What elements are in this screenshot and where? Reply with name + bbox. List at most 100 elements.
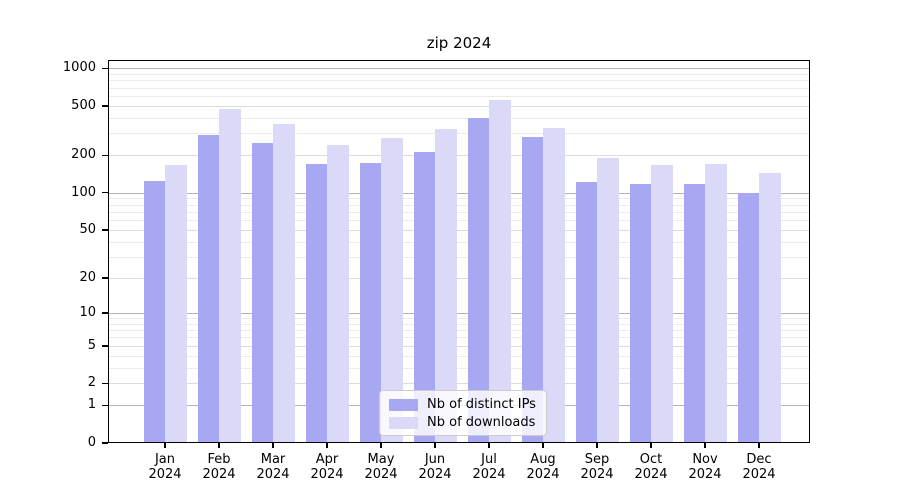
y-gridline-30 [108,256,810,258]
x-tick-label-Feb: Feb 2024 [192,452,246,482]
y-gridline-8 [108,323,810,325]
bar-downloads-Aug [543,127,565,443]
bar-downloads-Oct [651,165,673,443]
y-tick-label-20: 20 [79,269,96,285]
y-gridline-7 [108,330,810,332]
bar-ips-Feb [197,135,219,443]
plot-area [108,60,810,443]
bar-ips-Nov [683,183,705,443]
x-tick-Apr [326,443,328,448]
x-tick-year-Jun: 2024 [418,467,452,482]
x-tick-year-Nov: 2024 [688,467,722,482]
y-tick-200 [102,154,108,157]
y-tick-label-500: 500 [71,97,96,113]
y-gridline-2 [108,383,810,385]
x-tick-May [380,443,382,448]
x-tick-year-Oct: 2024 [634,467,668,482]
legend-item-distinct-ips: Nb of distinct IPs [389,396,538,414]
y-gridline-600 [108,95,810,97]
legend-swatch-downloads [389,417,418,429]
x-tick-year-Apr: 2024 [310,467,344,482]
bar-downloads-Nov [705,163,727,443]
y-tick-label-200: 200 [71,147,96,163]
x-tick-year-Feb: 2024 [202,467,236,482]
y-tick-50 [102,229,108,231]
y-tick-100 [102,191,108,194]
bar-downloads-Sep [597,158,619,443]
x-tick-Jun [434,443,436,448]
x-tick-year-Jan: 2024 [148,467,182,482]
x-tick-label-Mar: Mar 2024 [246,452,300,482]
x-tick-Nov [704,443,706,448]
y-gridline-100 [108,192,810,194]
legend-item-downloads: Nb of downloads [389,414,538,432]
bar-ips-Jun [413,152,435,443]
y-tick-5 [102,345,108,347]
x-tick-year-Aug: 2024 [526,467,560,482]
x-tick-label-Jul: Jul 2024 [462,452,516,482]
y-gridline-1000 [108,68,810,70]
y-tick-label-50: 50 [79,221,96,237]
y-gridline-900 [108,74,810,75]
x-tick-label-Aug: Aug 2024 [516,452,570,482]
legend-label-downloads: Nb of downloads [427,415,536,430]
x-tick-label-Jun: Jun 2024 [408,452,462,482]
x-tick-label-May: May 2024 [354,452,408,482]
y-gridline-20 [108,277,810,279]
y-gridline-80 [108,204,810,206]
x-tick-label-Sep: Sep 2024 [570,452,624,482]
bar-downloads-Jul [489,100,511,443]
bar-ips-Aug [521,136,543,443]
y-tick-label-10: 10 [79,304,96,320]
y-gridline-60 [108,220,810,222]
y-tick-2 [102,382,108,385]
y-tick-10 [102,312,108,314]
x-tick-Feb [218,443,220,448]
y-tick-label-100: 100 [71,184,96,200]
bar-downloads-May [381,137,403,443]
x-tick-year-Sep: 2024 [580,467,614,482]
bar-downloads-Jan [165,164,187,443]
chart-title: zip 2024 [426,34,492,52]
x-tick-label-Nov: Nov 2024 [678,452,732,482]
x-tick-year-Dec: 2024 [742,467,776,482]
y-gridline-90 [108,198,810,200]
y-tick-1000 [102,67,108,70]
y-tick-1 [102,404,108,407]
x-tick-label-Oct: Oct 2024 [624,452,678,482]
bar-ips-Apr [305,164,327,443]
x-tick-year-Mar: 2024 [256,467,290,482]
legend-label-distinct-ips: Nb of distinct IPs [427,397,536,412]
bar-ips-Jan [143,181,165,443]
y-gridline-800 [108,80,810,82]
y-gridline-200 [108,155,810,157]
y-gridline-9 [108,318,810,320]
bar-ips-Dec [737,192,759,443]
x-tick-year-May: 2024 [364,467,398,482]
y-gridline-400 [108,117,810,119]
y-gridline-50 [108,229,810,231]
y-gridline-10 [108,312,810,314]
x-tick-Jul [488,443,490,448]
bar-downloads-Apr [327,145,349,443]
x-tick-Dec [758,443,760,448]
bar-downloads-Feb [219,108,241,443]
bar-ips-Oct [629,183,651,443]
bar-ips-Mar [251,143,273,443]
x-tick-Jan [164,443,166,448]
y-tick-0 [102,442,108,444]
y-tick-500 [102,105,108,107]
bar-ips-Sep [575,182,597,443]
x-tick-label-Apr: Apr 2024 [300,452,354,482]
y-gridline-40 [108,241,810,243]
y-tick-label-5: 5 [87,337,96,353]
bar-downloads-Mar [273,123,295,443]
x-tick-Mar [272,443,274,448]
y-gridline-300 [108,133,810,135]
y-gridline-70 [108,211,810,213]
y-tick-label-1000: 1000 [62,60,96,76]
y-gridline-4 [108,355,810,357]
x-tick-Oct [650,443,652,448]
y-tick-label-1: 1 [87,397,96,413]
